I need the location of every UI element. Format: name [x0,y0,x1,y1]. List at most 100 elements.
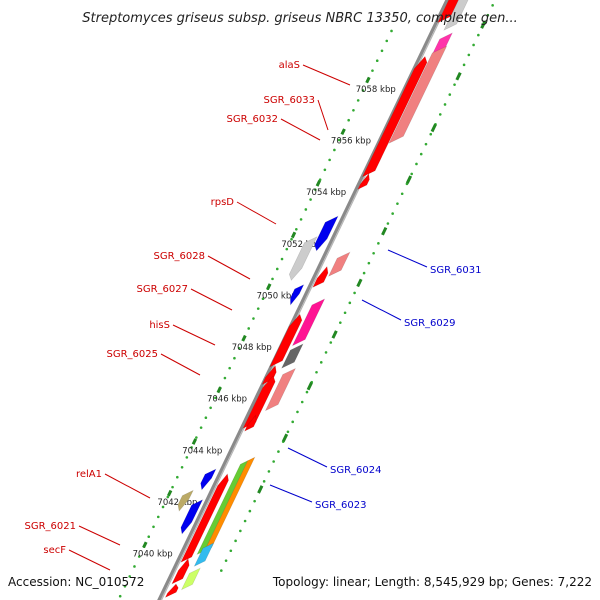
gene-label: SGR_6027 [137,284,189,295]
ruler-dot [128,575,132,578]
ruler-dot [253,499,256,503]
ruler-ticks: 7058 kbp 7056 kbp 7054 kbp 7052 kbp 7050 kbp… [133,20,487,560]
ruler-dot [462,63,466,67]
gene-feature [291,298,326,347]
ruler-dot [220,569,223,572]
ruler-dot [267,470,271,473]
gene-labels: alaS SGR_6033 SGR_6032 rpsD SGR_6028 SGR_6027… [25,60,482,556]
ruler-dot [185,456,189,459]
ruler-dot [467,53,471,57]
ruler-tick [166,489,173,497]
ruler-dot [280,257,284,261]
ruler-dot [233,356,236,360]
ruler-dot [248,509,252,513]
ruler-dot [262,480,266,483]
ruler-dot [329,341,333,344]
ruler-dot [352,108,355,112]
gene-label: SGR_6029 [404,318,456,329]
ruler-tick [356,278,363,288]
ruler-dot [133,565,136,568]
label-leader [387,249,428,268]
ruler-dot [328,158,331,162]
gene-feature [314,215,339,252]
ruler-tick [381,226,388,236]
ruler-dot [453,83,456,86]
ruler-dot [147,535,151,539]
ruler-dot [391,212,394,215]
gene-label: SGR_6021 [25,521,77,532]
ruler-dot [319,361,323,364]
ruler-dot [296,410,299,414]
ruler-tick [480,20,487,29]
kbp-label: 7048 kbp [232,343,272,353]
gene-feature [312,265,329,288]
ruler-dot [295,227,298,231]
gene-feature [437,0,459,24]
gene-label: SGR_6031 [430,265,482,276]
ruler-dot [228,366,231,370]
ruler-dot [275,267,279,271]
ruler-dot [472,43,475,47]
ruler-dot [300,400,304,404]
gene-label: hisS [149,320,170,331]
ruler-tick [405,175,413,184]
ruler-dot [314,188,317,191]
label-leader [302,64,351,86]
label-leader [160,353,201,376]
gene-feature [269,313,303,368]
ruler-dot [375,59,379,63]
gene-features [164,0,469,599]
gene-feature [361,55,428,178]
ruler-dot [277,450,280,453]
ruler-dot [324,351,328,354]
ruler-dot [180,465,184,469]
ruler-dot [400,192,404,196]
ruler-tick [340,128,346,136]
ruler-dot [176,475,179,479]
ruler-dot [361,89,365,92]
gene-label: SGR_6032 [227,114,279,125]
ruler-dot [229,549,233,553]
ruler-dot [396,202,399,205]
label-leader [207,255,251,280]
ruler-tick [216,386,222,394]
ruler-dot [390,29,393,33]
kbp-label: 7050 kbp [257,291,297,301]
gene-feature [388,45,448,144]
ruler-dot [299,218,303,221]
label-leader [190,288,233,311]
ruler-dot [356,99,360,102]
ruler-dot [161,505,165,509]
ruler-dot [118,594,122,598]
label-leader [317,99,329,131]
kbp-label: 7054 kbp [306,188,346,198]
kbp-label: 7056 kbp [331,136,371,146]
kbp-label: 7042 kbp [157,498,197,508]
gene-feature [180,567,201,591]
ruler-dot [272,460,275,463]
ruler-dot [171,485,174,489]
label-leader [68,549,111,571]
ruler-dot [252,317,255,320]
ruler-dot [285,247,289,251]
ruler-dots [118,4,494,598]
ruler-dot [315,370,318,374]
ruler-dot [195,436,198,439]
ruler-dot [190,446,193,449]
ruler-dot [339,321,342,324]
ruler-tick [306,381,313,391]
ruler-dot [286,430,290,434]
gene-label: rpsD [211,197,235,208]
ruler-dot [353,291,356,295]
accession-text: Accession: NC_010572 [8,575,144,589]
ruler-tick [455,72,462,81]
ruler-dot [166,495,170,499]
ruler-dot [204,416,208,420]
gene-feature [327,251,351,277]
ruler-dot [305,390,309,394]
ruler-dot [223,376,227,380]
ruler-tick [365,76,371,84]
gene-feature [243,414,257,432]
gene-feature [164,583,179,599]
ruler-tick [191,438,198,445]
